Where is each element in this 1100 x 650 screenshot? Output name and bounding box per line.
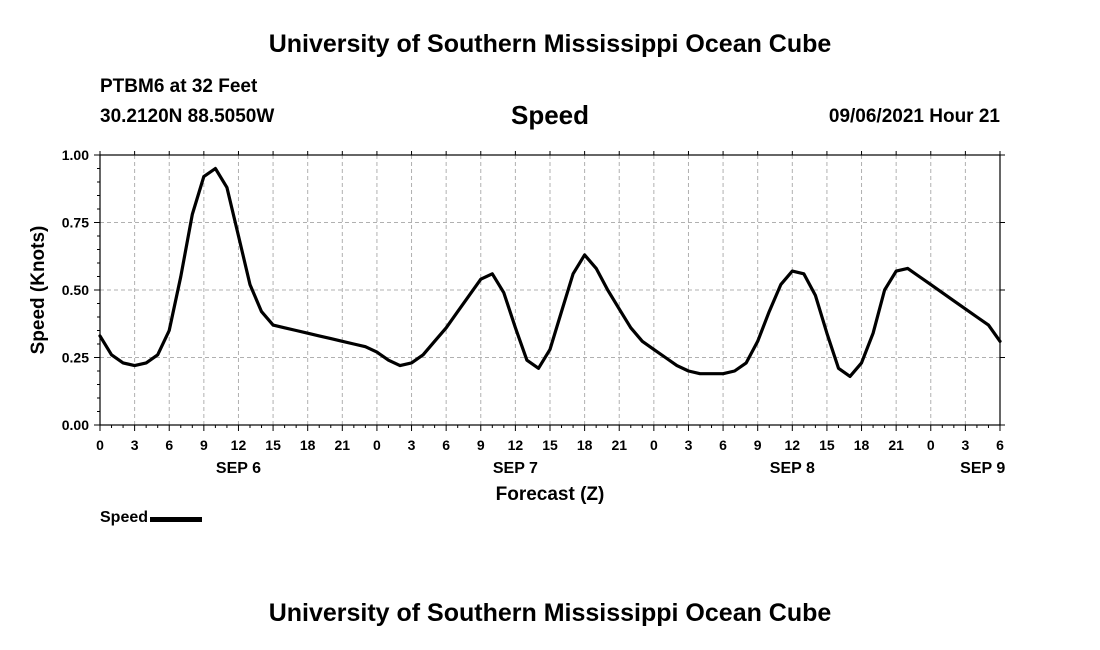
footer-title: University of Southern Mississippi Ocean… [268, 599, 832, 627]
x-tick-label: 15 [819, 437, 835, 453]
x-tick-label: 6 [442, 437, 450, 453]
x-tick-label: 18 [577, 437, 593, 453]
x-tick-label: 0 [927, 437, 935, 453]
x-axis-label: Forecast (Z) [496, 484, 605, 505]
x-tick-label: 0 [96, 437, 104, 453]
series-layer [98, 166, 1002, 378]
x-tick-label: 21 [335, 437, 351, 453]
x-tick-label: 15 [542, 437, 558, 453]
x-tick-label: 21 [611, 437, 627, 453]
y-axis-label: Speed (Knots) [28, 226, 49, 355]
date-label: SEP 6 [216, 460, 261, 477]
x-tick-label: 12 [785, 437, 801, 453]
y-tick-label: 0.75 [62, 215, 89, 231]
datetime-label: 09/06/2021 Hour 21 [828, 106, 1000, 127]
x-tick-label: 6 [996, 437, 1004, 453]
x-tick-label: 12 [231, 437, 247, 453]
variable-title: Speed [510, 100, 590, 130]
y-tick-label: 0.25 [62, 350, 89, 366]
grid [100, 155, 1000, 425]
y-tick-label: 1.00 [62, 147, 89, 163]
x-tick-label: 3 [131, 437, 139, 453]
x-tick-label: 0 [650, 437, 658, 453]
y-tick-label: 0.00 [62, 417, 89, 433]
date-label: SEP 7 [493, 460, 538, 477]
y-tick-label: 0.50 [62, 282, 89, 298]
date-label: SEP 9 [960, 460, 1005, 477]
chart-title: University of Southern Mississippi Ocean… [268, 30, 832, 58]
x-tick-label: 3 [685, 437, 693, 453]
station-label: PTBM6 at 32 Feet [100, 76, 258, 97]
x-tick-label: 3 [961, 437, 969, 453]
x-tick-label: 18 [854, 437, 870, 453]
x-tick-label: 6 [719, 437, 727, 453]
legend-label: Speed [100, 509, 149, 526]
coordinates-label: 30.2120N 88.5050W [100, 106, 275, 127]
x-tick-label: 0 [373, 437, 381, 453]
axes: 0 3 6 9 12 15 18 21 0 3 6 9 12 15 18 21 0 3 6 9 12 15 18 21 0 3 6 0… [62, 147, 1006, 477]
date-label: SEP 8 [770, 460, 815, 477]
plot-frame [99, 154, 1001, 426]
x-tick-label: 18 [300, 437, 316, 453]
x-tick-label: 9 [754, 437, 762, 453]
x-tick-label: 15 [265, 437, 281, 453]
x-tick-label: 9 [200, 437, 208, 453]
x-tick-label: 9 [477, 437, 485, 453]
x-tick-label: 3 [408, 437, 416, 453]
x-tick-label: 21 [888, 437, 904, 453]
x-tick-label: 6 [165, 437, 173, 453]
x-tick-label: 12 [508, 437, 524, 453]
series-line-speed [98, 166, 1002, 378]
legend-swatch [150, 517, 203, 522]
legend: Speed [100, 509, 203, 527]
